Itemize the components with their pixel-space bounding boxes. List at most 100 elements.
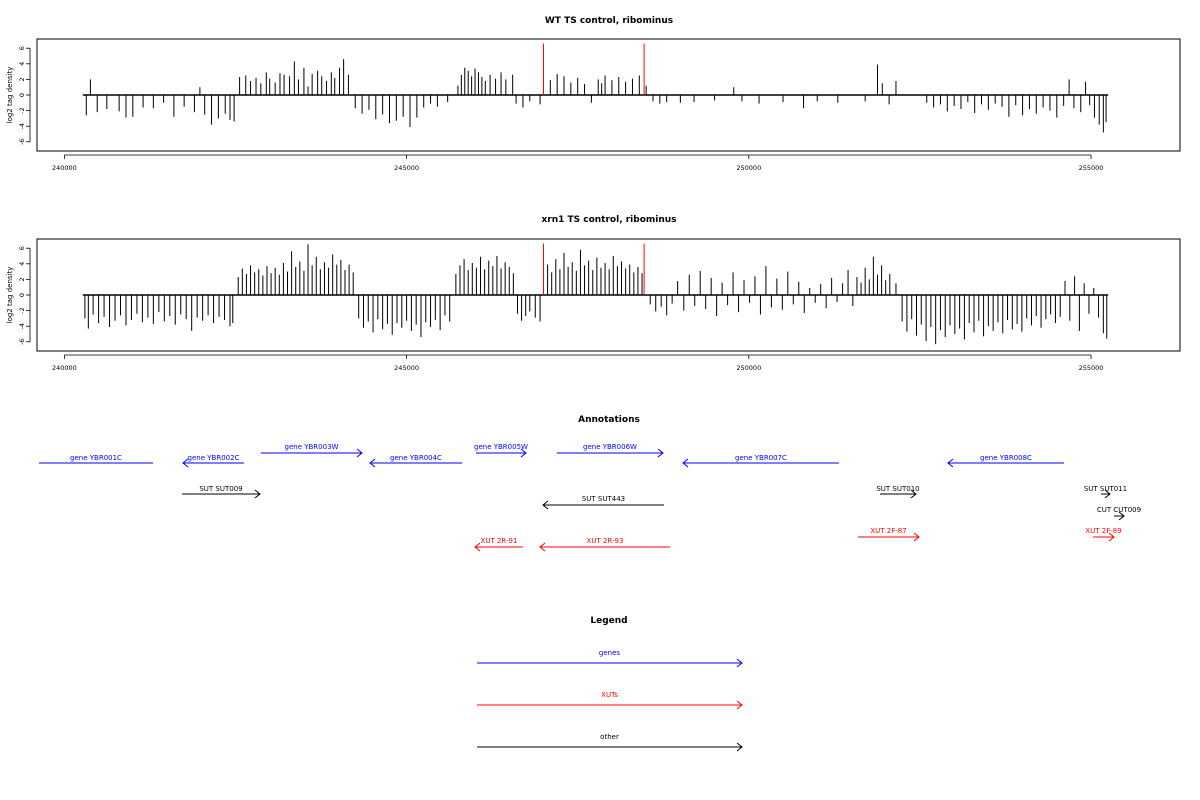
- feature-label: SUT SUT009: [199, 485, 242, 493]
- feature-label: XUT 2F-89: [1085, 527, 1121, 535]
- plot-frame: [36, 38, 1181, 152]
- feature-arrow: SUT SUT009: [182, 485, 261, 499]
- arrow-head: [736, 742, 743, 752]
- feature-arrow: gene YBR004C: [369, 454, 462, 468]
- legend-item-label: other: [600, 733, 619, 741]
- annotations-panel: Annotations gene YBR001C gene YBR002Cgene…: [39, 415, 1141, 552]
- y-tick-label: -6: [18, 339, 26, 345]
- feature-label: gene YBR001C: [70, 454, 122, 462]
- arrow-head: [910, 489, 917, 499]
- y-tick-label: 2: [18, 77, 26, 81]
- arrow-head: [520, 448, 527, 458]
- feature-label: gene YBR006W: [583, 443, 637, 451]
- arrow-head: [356, 448, 363, 458]
- x-axis: 240000 245000 250000 255000: [52, 154, 1104, 172]
- feature-arrow: SUT SUT011: [1084, 485, 1127, 499]
- track-marks: [82, 243, 1109, 345]
- arrow-head: [542, 500, 549, 510]
- arrow-head: [1118, 511, 1125, 521]
- feature-arrow: XUT 2F-87: [858, 527, 920, 542]
- feature-arrow: gene YBR001C: [39, 454, 153, 464]
- arrow-head: [182, 458, 189, 468]
- x-tick-label: 255000: [1079, 364, 1104, 372]
- feature-label: gene YBR007C: [735, 454, 787, 462]
- y-tick-label: 0: [18, 93, 26, 97]
- y-tick-label: 6: [18, 246, 26, 250]
- feature-arrow: XUT 2R-93: [539, 537, 670, 552]
- feature-label: XUT 2R-91: [481, 537, 518, 545]
- arrow-head: [474, 542, 481, 552]
- y-tick-label: -6: [18, 139, 26, 145]
- x-tick-label: 250000: [736, 164, 761, 172]
- x-tick-label: 250000: [736, 364, 761, 372]
- plot-frame: [36, 238, 1181, 352]
- feature-arrow: gene YBR007C: [682, 454, 839, 468]
- x-tick-label: 240000: [52, 164, 77, 172]
- feature-arrows: gene YBR001C gene YBR002C gene YBR003W gene…: [39, 443, 1141, 552]
- feature-label: SUT SUT010: [876, 485, 919, 493]
- x-axis: 240000 245000 250000 255000: [52, 354, 1104, 372]
- arrow-head: [736, 700, 743, 710]
- arrow-head: [913, 532, 920, 542]
- y-axis: -6 -4 -2 0 2 4 6: [18, 246, 31, 345]
- legend-item-label: genes: [599, 649, 620, 657]
- feature-label: XUT 2R-93: [587, 537, 624, 545]
- x-tick-label: 255000: [1079, 164, 1104, 172]
- y-axis-label: log2 tag density: [6, 267, 14, 324]
- feature-arrow: CUT CUT009: [1097, 506, 1141, 521]
- y-tick-label: -4: [18, 123, 26, 129]
- panel-title: WT TS control, ribominus: [545, 16, 673, 26]
- y-tick-label: -2: [18, 307, 26, 313]
- legend-item-label: XUTs: [601, 691, 618, 699]
- feature-arrow: gene YBR003W: [261, 443, 363, 458]
- feature-label: gene YBR008C: [980, 454, 1032, 462]
- arrow-head: [657, 448, 664, 458]
- y-tick-label: 2: [18, 277, 26, 281]
- arrow-head: [254, 489, 261, 499]
- feature-label: XUT 2F-87: [870, 527, 906, 535]
- arrow-head: [1108, 532, 1115, 542]
- feature-arrow: SUT SUT010: [876, 485, 920, 499]
- arrow-head: [947, 458, 954, 468]
- feature-arrow: gene YBR005W: [474, 443, 528, 458]
- legend-item: genes: [477, 649, 743, 668]
- legend-items: genes XUTs other: [477, 649, 743, 752]
- feature-label: SUT SUT443: [582, 495, 625, 503]
- annotations-title: Annotations: [578, 415, 640, 425]
- y-tick-label: -2: [18, 107, 26, 113]
- feature-arrow: XUT 2R-91: [474, 537, 523, 552]
- arrow-head: [736, 658, 743, 668]
- panel-title: xrn1 TS control, ribominus: [541, 215, 676, 225]
- feature-label: SUT SUT011: [1084, 485, 1127, 493]
- feature-label: gene YBR005W: [474, 443, 528, 451]
- track-marks: [82, 43, 1109, 133]
- legend-item: other: [477, 733, 743, 752]
- feature-label: gene YBR004C: [390, 454, 442, 462]
- feature-arrow: gene YBR006W: [557, 443, 664, 458]
- arrow-head: [682, 458, 689, 468]
- y-tick-label: 4: [18, 262, 26, 266]
- arrow-head: [369, 458, 376, 468]
- legend-item: XUTs: [477, 691, 743, 710]
- feature-label: gene YBR003W: [285, 443, 339, 451]
- feature-arrow: gene YBR002C: [182, 454, 244, 468]
- legend-title: Legend: [590, 616, 627, 626]
- feature-label: gene YBR002C: [188, 454, 240, 462]
- y-tick-label: 6: [18, 46, 26, 50]
- feature-arrow: gene YBR008C: [947, 454, 1064, 468]
- y-tick-label: -4: [18, 323, 26, 329]
- y-tick-label: 4: [18, 62, 26, 66]
- xrn1-track-panel: xrn1 TS control, ribominus log2 tag dens…: [6, 215, 1181, 372]
- feature-arrow: SUT SUT443: [542, 495, 664, 510]
- legend: Legend genes XUTs other: [477, 616, 743, 752]
- feature-arrow: XUT 2F-89: [1085, 527, 1122, 542]
- x-tick-label: 245000: [394, 364, 419, 372]
- x-tick-label: 240000: [52, 364, 77, 372]
- x-tick-label: 245000: [394, 164, 419, 172]
- arrow-head: [1104, 489, 1111, 499]
- y-axis: -6 -4 -2 0 2 4 6: [18, 46, 31, 145]
- y-axis-label: log2 tag density: [6, 67, 14, 124]
- feature-label: CUT CUT009: [1097, 506, 1141, 514]
- y-tick-label: 0: [18, 293, 26, 297]
